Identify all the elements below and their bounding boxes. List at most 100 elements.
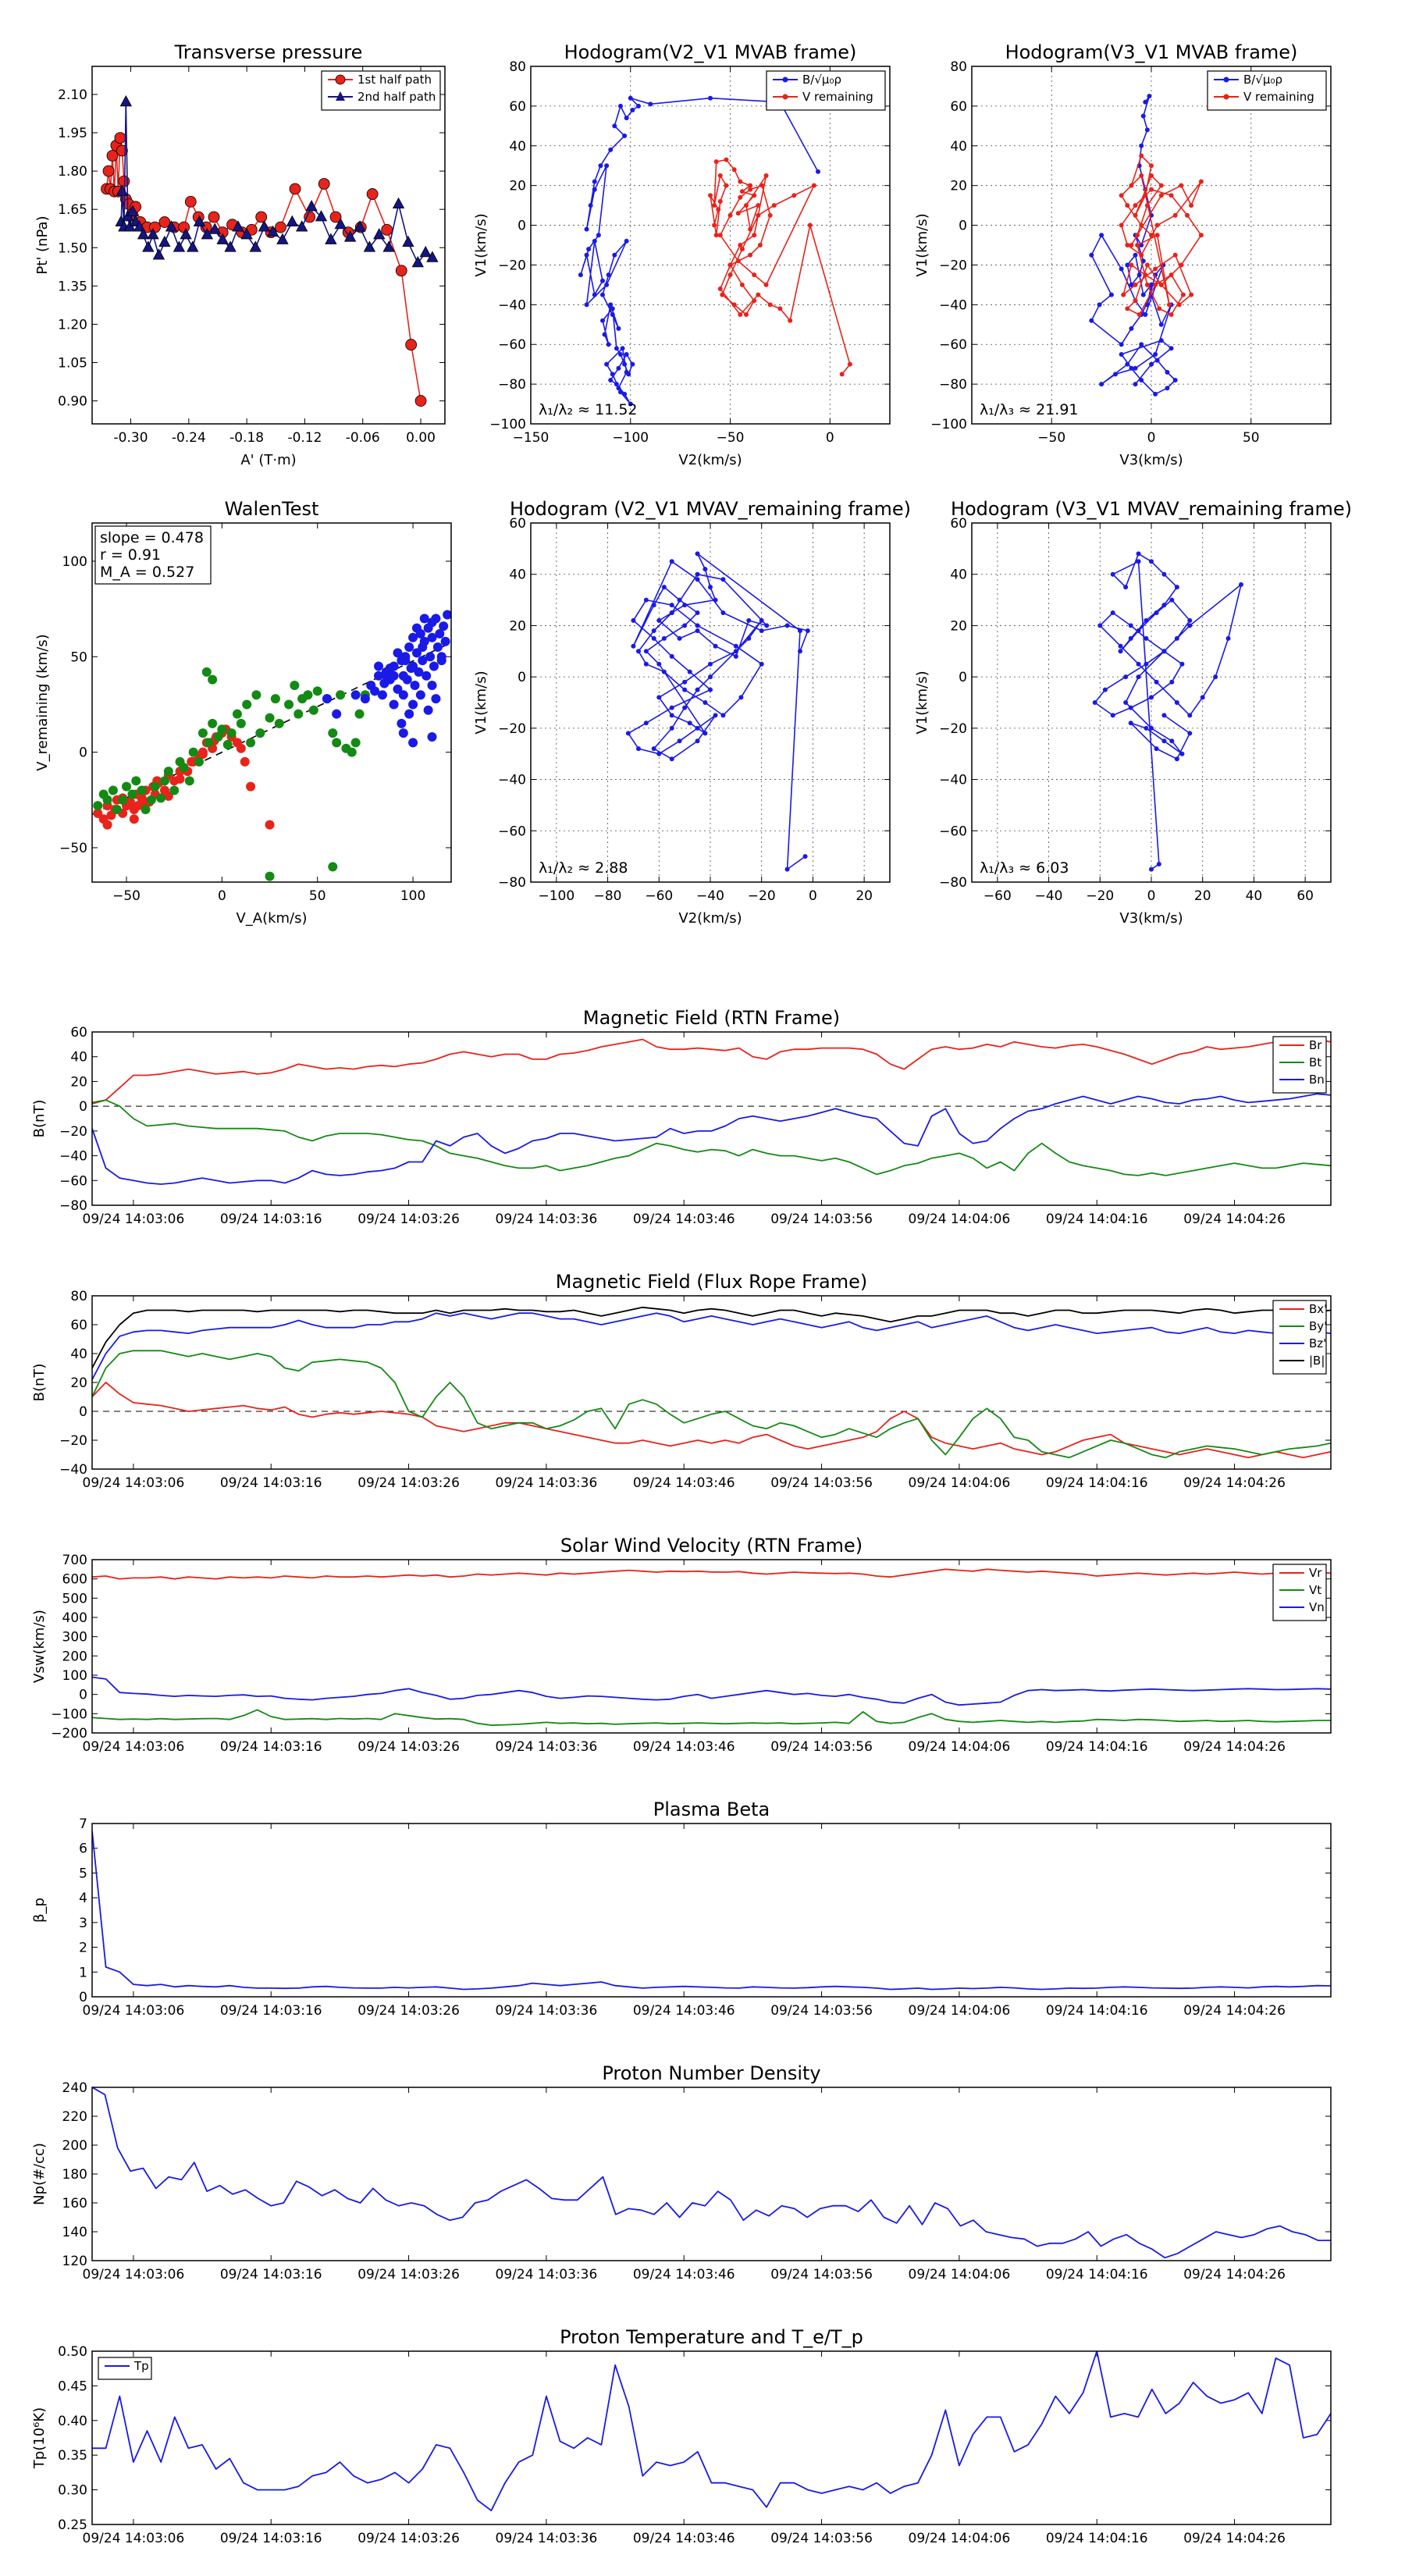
x-tick-label: 09/24 14:03:26 <box>357 2531 460 2546</box>
data-point <box>752 298 757 304</box>
x-tick-label: 09/24 14:04:16 <box>1046 1212 1148 1227</box>
y-tick-label: −80 <box>498 875 526 891</box>
chart-title: Solar Wind Velocity (RTN Frame) <box>560 1535 863 1557</box>
data-point <box>713 643 718 649</box>
data-point <box>1168 193 1174 198</box>
x-tick-label: -0.18 <box>229 430 264 446</box>
data-point <box>422 671 432 681</box>
data-point <box>708 95 713 101</box>
eigenvalue-ratio-label: λ₁/λ₃ ≈ 21.91 <box>980 401 1079 418</box>
data-point <box>1149 695 1154 700</box>
data-point <box>1128 705 1133 710</box>
data-point <box>1128 623 1133 628</box>
y-tick-label: 0 <box>79 1404 87 1420</box>
data-point <box>1139 378 1144 383</box>
data-point <box>1143 99 1148 105</box>
x-tick-label: 09/24 14:04:26 <box>1183 1212 1286 1227</box>
data-point <box>708 687 713 692</box>
data-point <box>418 642 428 653</box>
data-point <box>669 559 674 564</box>
data-point <box>418 656 428 666</box>
x-tick-label: 09/24 14:03:16 <box>220 2531 322 2546</box>
data-point <box>274 718 284 728</box>
data-point <box>374 661 384 671</box>
y-tick-label: 20 <box>509 179 526 194</box>
y-tick-label: 60 <box>509 99 526 115</box>
legend-box <box>1272 1300 1327 1375</box>
y-tick-label: 100 <box>62 1668 87 1684</box>
data-point <box>1139 252 1144 258</box>
data-point <box>305 200 318 212</box>
x-tick-label: −50 <box>717 430 745 446</box>
y-tick-label: 0.90 <box>58 394 87 410</box>
data-point <box>1200 695 1205 700</box>
data-point <box>669 725 674 731</box>
data-point <box>1144 127 1150 133</box>
x-tick-label: 60 <box>1297 888 1314 904</box>
data-point <box>208 674 218 685</box>
data-point <box>598 163 603 169</box>
series-line-vr <box>92 1568 1331 1580</box>
chart-title: Transverse pressure <box>174 41 363 63</box>
data-point <box>614 382 619 387</box>
data-point <box>1110 571 1115 577</box>
eigenvalue-ratio-label: λ₁/λ₃ ≈ 6.03 <box>980 859 1069 877</box>
data-point <box>752 193 757 198</box>
x-tick-label: 09/24 14:03:56 <box>770 1212 873 1227</box>
data-point <box>767 212 773 218</box>
data-point <box>1198 233 1204 238</box>
y-tick-label: 60 <box>509 516 526 532</box>
x-tick-label: 09/24 14:04:06 <box>909 1475 1011 1491</box>
y-tick-label: −20 <box>939 721 967 737</box>
series-line-by- <box>92 1350 1331 1459</box>
data-point <box>304 211 316 223</box>
x-tick-label: −50 <box>112 888 140 904</box>
data-point <box>717 173 723 178</box>
x-tick-label: 09/24 14:04:16 <box>1046 2531 1148 2546</box>
data-point <box>669 705 674 710</box>
stats-line: r = 0.91 <box>100 546 161 564</box>
data-point <box>1136 559 1141 564</box>
data-point <box>147 228 159 240</box>
data-point <box>1169 738 1175 744</box>
axes-frame <box>530 66 891 425</box>
data-point <box>1143 312 1148 318</box>
data-point <box>757 243 763 247</box>
data-point <box>163 791 173 801</box>
data-point <box>419 245 432 258</box>
data-point <box>738 179 743 184</box>
data-point <box>1161 571 1167 577</box>
data-point <box>630 361 635 367</box>
data-point <box>1133 252 1138 258</box>
chart-hodogram_v3_v1_mvab: Hodogram(V3_V1 MVAB frame) −50 0 50 −100 −80 −… <box>914 41 1332 468</box>
x-tick-label: −40 <box>1035 888 1063 904</box>
y-tick-label: 180 <box>62 2167 87 2183</box>
data-point <box>1174 700 1179 705</box>
data-point <box>149 221 161 233</box>
legend-label: Bz' <box>1309 1336 1326 1350</box>
x-tick-label: −50 <box>1037 430 1065 446</box>
y-tick-label: 500 <box>62 1591 87 1606</box>
data-point <box>661 669 667 674</box>
data-point <box>410 680 420 690</box>
data-point <box>1099 382 1104 387</box>
data-point <box>1213 674 1218 680</box>
data-point <box>102 820 112 830</box>
data-point <box>669 756 674 762</box>
data-point <box>427 680 437 690</box>
data-point <box>805 628 810 633</box>
data-point <box>588 203 593 208</box>
data-point <box>408 738 418 748</box>
data-point <box>584 302 589 308</box>
eigenvalue-ratio-label: λ₁/λ₂ ≈ 2.88 <box>539 859 628 877</box>
data-point <box>116 184 129 196</box>
data-point <box>802 854 808 859</box>
data-point <box>1174 635 1179 641</box>
y-tick-label: −40 <box>59 1462 87 1478</box>
data-point <box>784 623 790 628</box>
data-point <box>1149 233 1154 238</box>
x-tick-label: 0 <box>809 888 817 904</box>
data-point <box>695 577 700 582</box>
data-point <box>118 795 128 805</box>
data-point <box>738 312 743 318</box>
